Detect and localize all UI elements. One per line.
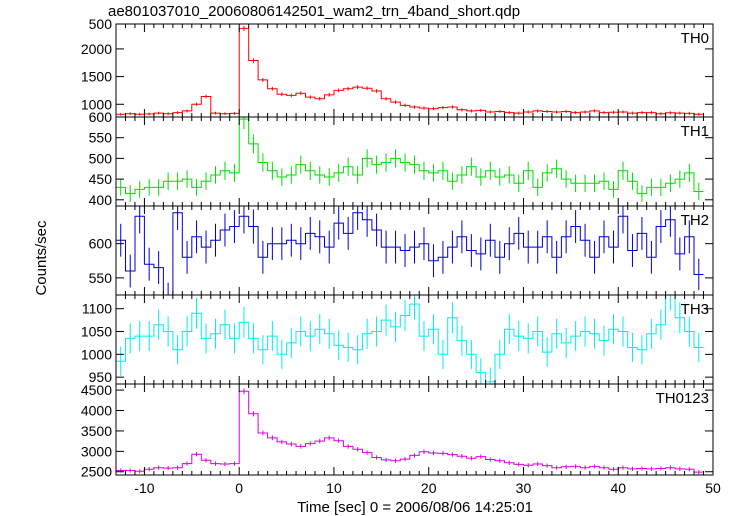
y-tick-label: 500 [89,150,113,166]
series-th0-line [116,27,704,115]
x-tick-label: 50 [705,480,721,496]
y-tick-label: 2000 [81,41,112,57]
x-tick-label: 0 [235,480,243,496]
panel-label-th0: TH0 [681,30,709,47]
y-tick-label: 950 [89,369,113,385]
y-tick-label: 2500 [81,464,112,480]
y-tick-label: 600 [89,109,113,125]
x-tick-label: 20 [421,480,437,496]
y-tick-label: 400 [89,192,113,208]
series-th1-line [116,118,704,195]
series-th3-line [116,294,704,383]
y-axis-label: Counts/sec [33,220,50,296]
y-tick-label: 550 [89,130,113,146]
y-tick-label: 3500 [81,423,112,439]
y-tick-label: 1100 [82,301,112,317]
y-tick-label: 1000 [81,96,112,112]
y-tick-label: 500 [89,16,113,32]
y-tick-label: 3000 [81,443,112,459]
x-tick-label: 10 [326,480,342,496]
panel-frame-th0123 [115,383,714,476]
chart-title: ae801037010_20060806142501_wam2_trn_4ban… [108,3,520,20]
y-tick-label: 450 [89,171,113,187]
panel-label-th0123: TH0123 [656,390,709,407]
series-th0123-line [116,390,704,473]
x-tick-label: 40 [610,480,626,496]
series-th2-line [116,212,704,296]
x-axis-label: Time [sec] 0 = 2006/08/06 14:25:01 [297,499,533,516]
panel-label-th3: TH3 [681,301,709,318]
y-tick-label: 1050 [81,324,112,340]
panel-frame-th0 [115,23,714,118]
x-tick-label: 30 [516,480,532,496]
panel-label-th1: TH1 [681,123,709,140]
y-tick-label: 4000 [81,403,112,419]
y-tick-label: 1000 [81,346,112,362]
x-tick-label: -10 [134,480,154,496]
y-tick-label: 4500 [81,382,112,398]
panel-label-th2: TH2 [681,212,709,229]
y-tick-label: 550 [89,270,113,286]
panels-group: 100015002000500TH0400450500550600TH15506… [81,16,721,496]
y-tick-label: 600 [89,236,113,252]
y-tick-label: 1500 [81,69,112,85]
